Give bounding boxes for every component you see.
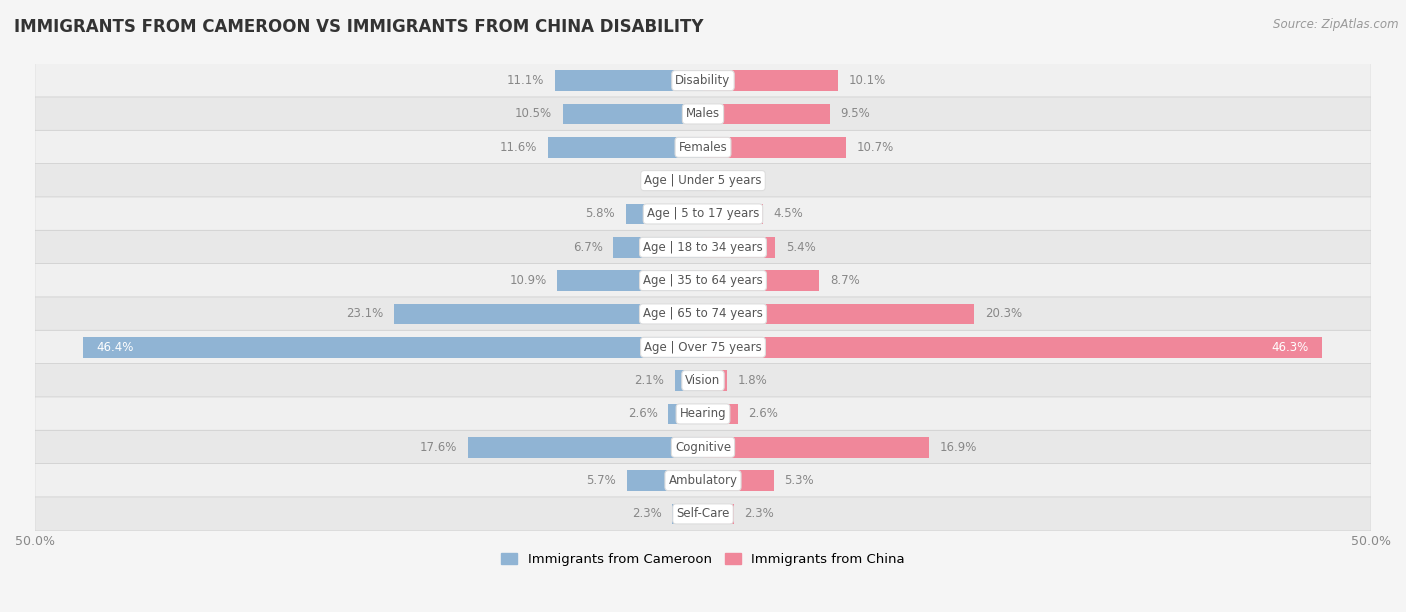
Text: Age | 65 to 74 years: Age | 65 to 74 years bbox=[643, 307, 763, 321]
Text: Age | Under 5 years: Age | Under 5 years bbox=[644, 174, 762, 187]
Text: 10.7%: 10.7% bbox=[856, 141, 894, 154]
Bar bbox=[668, 403, 703, 424]
Text: 46.3%: 46.3% bbox=[1271, 341, 1308, 354]
Text: Age | Over 75 years: Age | Over 75 years bbox=[644, 341, 762, 354]
FancyBboxPatch shape bbox=[35, 163, 1371, 198]
Bar bbox=[703, 103, 830, 124]
Text: 2.3%: 2.3% bbox=[744, 507, 775, 520]
Bar bbox=[703, 271, 820, 291]
Text: 5.8%: 5.8% bbox=[585, 207, 614, 220]
Bar bbox=[703, 337, 1322, 357]
Bar bbox=[685, 170, 703, 191]
Text: IMMIGRANTS FROM CAMEROON VS IMMIGRANTS FROM CHINA DISABILITY: IMMIGRANTS FROM CAMEROON VS IMMIGRANTS F… bbox=[14, 18, 703, 36]
Text: 10.1%: 10.1% bbox=[849, 74, 886, 87]
Text: 9.5%: 9.5% bbox=[841, 108, 870, 121]
Bar bbox=[468, 437, 703, 458]
Text: 8.7%: 8.7% bbox=[830, 274, 859, 287]
Bar bbox=[703, 437, 929, 458]
Text: 2.6%: 2.6% bbox=[748, 408, 779, 420]
Text: Hearing: Hearing bbox=[679, 408, 727, 420]
Text: 4.5%: 4.5% bbox=[773, 207, 804, 220]
Text: 6.7%: 6.7% bbox=[572, 241, 603, 254]
Bar bbox=[703, 470, 773, 491]
Bar bbox=[548, 137, 703, 158]
Bar bbox=[557, 271, 703, 291]
Bar bbox=[613, 237, 703, 258]
FancyBboxPatch shape bbox=[35, 97, 1371, 131]
Text: 10.9%: 10.9% bbox=[509, 274, 547, 287]
FancyBboxPatch shape bbox=[35, 297, 1371, 331]
Bar bbox=[626, 204, 703, 224]
Text: 11.1%: 11.1% bbox=[506, 74, 544, 87]
Text: 2.1%: 2.1% bbox=[634, 374, 664, 387]
Text: Vision: Vision bbox=[685, 374, 721, 387]
Bar bbox=[672, 504, 703, 524]
FancyBboxPatch shape bbox=[35, 230, 1371, 264]
Text: 1.8%: 1.8% bbox=[738, 374, 768, 387]
Bar bbox=[703, 204, 763, 224]
FancyBboxPatch shape bbox=[35, 497, 1371, 531]
FancyBboxPatch shape bbox=[35, 330, 1371, 364]
Bar bbox=[703, 370, 727, 391]
Text: Males: Males bbox=[686, 108, 720, 121]
Text: 2.6%: 2.6% bbox=[627, 408, 658, 420]
Text: 0.96%: 0.96% bbox=[727, 174, 763, 187]
Text: Females: Females bbox=[679, 141, 727, 154]
Text: Disability: Disability bbox=[675, 74, 731, 87]
Text: 23.1%: 23.1% bbox=[346, 307, 384, 321]
FancyBboxPatch shape bbox=[35, 264, 1371, 297]
Text: 10.5%: 10.5% bbox=[515, 108, 553, 121]
FancyBboxPatch shape bbox=[35, 130, 1371, 164]
Bar bbox=[627, 470, 703, 491]
FancyBboxPatch shape bbox=[35, 430, 1371, 465]
Text: 5.4%: 5.4% bbox=[786, 241, 815, 254]
Text: Age | 18 to 34 years: Age | 18 to 34 years bbox=[643, 241, 763, 254]
Bar bbox=[703, 70, 838, 91]
FancyBboxPatch shape bbox=[35, 397, 1371, 431]
Text: 20.3%: 20.3% bbox=[984, 307, 1022, 321]
Bar bbox=[675, 370, 703, 391]
Bar bbox=[395, 304, 703, 324]
Text: 16.9%: 16.9% bbox=[939, 441, 977, 453]
Bar bbox=[562, 103, 703, 124]
Text: 2.3%: 2.3% bbox=[631, 507, 662, 520]
Text: Source: ZipAtlas.com: Source: ZipAtlas.com bbox=[1274, 18, 1399, 31]
Legend: Immigrants from Cameroon, Immigrants from China: Immigrants from Cameroon, Immigrants fro… bbox=[501, 553, 905, 566]
Bar bbox=[703, 170, 716, 191]
FancyBboxPatch shape bbox=[35, 364, 1371, 398]
Text: Ambulatory: Ambulatory bbox=[668, 474, 738, 487]
Text: 5.7%: 5.7% bbox=[586, 474, 616, 487]
Bar bbox=[703, 137, 846, 158]
Bar bbox=[703, 403, 738, 424]
Text: Self-Care: Self-Care bbox=[676, 507, 730, 520]
Text: 46.4%: 46.4% bbox=[97, 341, 134, 354]
Bar bbox=[703, 504, 734, 524]
Bar bbox=[83, 337, 703, 357]
Bar bbox=[703, 304, 974, 324]
Text: 1.4%: 1.4% bbox=[644, 174, 673, 187]
Text: 11.6%: 11.6% bbox=[501, 141, 537, 154]
Text: 17.6%: 17.6% bbox=[420, 441, 457, 453]
FancyBboxPatch shape bbox=[35, 64, 1371, 98]
FancyBboxPatch shape bbox=[35, 464, 1371, 498]
Bar bbox=[555, 70, 703, 91]
Bar bbox=[703, 237, 775, 258]
Text: Age | 35 to 64 years: Age | 35 to 64 years bbox=[643, 274, 763, 287]
Text: Age | 5 to 17 years: Age | 5 to 17 years bbox=[647, 207, 759, 220]
Text: Cognitive: Cognitive bbox=[675, 441, 731, 453]
FancyBboxPatch shape bbox=[35, 197, 1371, 231]
Text: 5.3%: 5.3% bbox=[785, 474, 814, 487]
